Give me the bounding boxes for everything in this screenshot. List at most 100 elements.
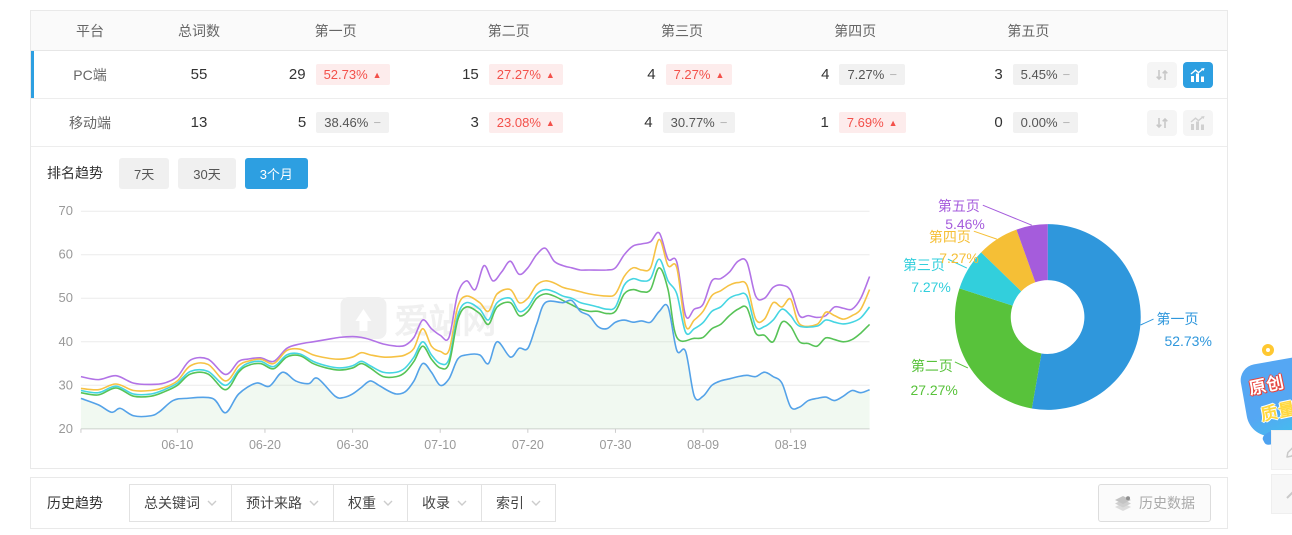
page-count: 1: [820, 114, 829, 131]
y-axis-label: 70: [59, 203, 73, 218]
trend-tab-1[interactable]: 30天: [178, 157, 236, 189]
donut-slice-第二页: [954, 288, 1041, 409]
collapse-button[interactable]: [1271, 474, 1292, 514]
history-filter-4[interactable]: 索引: [481, 484, 556, 522]
label-leader-line: [954, 361, 968, 369]
column-header-5: 第四页: [834, 22, 877, 39]
chevron-down-icon: [309, 500, 319, 506]
minus-icon: −: [889, 67, 897, 82]
page-1-cell: 5 38.46% −: [249, 112, 422, 133]
donut-label-name: 第四页: [929, 229, 971, 245]
percent-badge: 23.08% ▲: [488, 112, 563, 133]
donut-label-value: 7.27%: [911, 279, 951, 295]
trend-tab-0[interactable]: 7天: [119, 157, 170, 189]
x-axis-label: 07-20: [512, 438, 544, 452]
page-count: 15: [462, 66, 479, 83]
chevron-up-icon: [1286, 491, 1292, 499]
donut-slice-第三页: [959, 252, 1021, 306]
page-1-cell: 29 52.73% ▲: [249, 64, 422, 85]
watermark-logo-glyph: [355, 309, 372, 332]
table-row-移动端[interactable]: 移动端 13 5 38.46% − 3 23.08% ▲ 4 30.77% − 1 7.69% ▲ 0 0.0…: [31, 99, 1227, 147]
sort-icon: [1156, 69, 1168, 80]
donut-label-value: 7.27%: [939, 250, 979, 266]
history-filter-0[interactable]: 总关键词: [129, 484, 232, 522]
x-axis-label: 06-10: [161, 438, 193, 452]
charts-row: 70 60 50 40 30 20 06-10 06-20 06-30 07-10 07-20 07-…: [31, 191, 1227, 468]
donut-slice-第一页: [1031, 224, 1141, 410]
percent-badge: 7.27% ▲: [665, 64, 733, 85]
donut-slice-第五页: [1016, 224, 1048, 283]
history-filter-1[interactable]: 预计来路: [231, 484, 334, 522]
donut-label-value: 52.73%: [1164, 333, 1211, 349]
percent-badge: 38.46% −: [316, 112, 389, 133]
watermark-text: 爱站网: [394, 303, 496, 341]
y-axis-label: 50: [59, 290, 73, 305]
platform-ranking-table: 平台 总词数 第一页 第二页 第三页 第四页 第五页 PC端 55 29 52.73% ▲ 15 27.…: [30, 10, 1228, 147]
page-4-cell: 4 7.27% −: [769, 64, 942, 85]
chevron-down-icon: [457, 500, 467, 506]
page-2-cell: 15 27.27% ▲: [422, 64, 595, 85]
trend-section-label: 排名趋势: [47, 165, 103, 181]
series-line-第四页: [80, 238, 871, 392]
series-line-第一页: [80, 299, 870, 418]
page-distribution-donut-chart: 第一页52.73%第二页27.27%第三页7.27%第四页7.27%第五页5.4…: [903, 198, 1211, 410]
x-axis-label: 06-20: [249, 438, 281, 452]
trend-tab-2[interactable]: 3个月: [244, 157, 308, 189]
x-axis-label: 07-10: [424, 438, 456, 452]
total-words-cell: 55: [190, 66, 208, 83]
row-actions: [1115, 61, 1227, 88]
page-count: 4: [644, 114, 653, 131]
x-axis-label: 08-09: [687, 438, 719, 452]
chart-button[interactable]: [1182, 109, 1213, 136]
chart-icon: [1191, 67, 1206, 82]
minus-icon: −: [373, 115, 381, 130]
table-row-PC端[interactable]: PC端 55 29 52.73% ▲ 15 27.27% ▲ 4 7.27% ▲ 4 7.27% − 3 5.…: [31, 51, 1227, 99]
series-line-第三页: [80, 258, 871, 396]
sticker-text-1: 原创: [1247, 372, 1287, 399]
column-header-4: 第三页: [660, 22, 703, 39]
history-trend-bar: 历史趋势 总关键词 预计来路 权重 收录 索引 历史数据: [30, 477, 1228, 529]
trend-range-tabs: 7天 30天 3个月: [119, 157, 308, 189]
chart-button[interactable]: [1182, 61, 1213, 88]
triangle-up-icon: ▲: [372, 70, 382, 80]
x-axis-label: 08-19: [775, 438, 807, 452]
triangle-up-icon: ▲: [888, 118, 898, 128]
sort-button[interactable]: [1146, 61, 1177, 88]
platform-cell: 移动端: [69, 114, 111, 131]
trend-toolbar: 排名趋势 7天 30天 3个月: [31, 147, 1227, 191]
page-count: 29: [288, 66, 306, 83]
column-header-0: 平台: [76, 22, 104, 39]
page-2-cell: 3 23.08% ▲: [422, 112, 595, 133]
sticker-blob: 原创 质量: [1238, 353, 1292, 441]
y-axis-label: 20: [59, 421, 73, 436]
percent-badge: 52.73% ▲: [315, 64, 390, 85]
column-header-6: 第五页: [1007, 22, 1050, 39]
table-body: PC端 55 29 52.73% ▲ 15 27.27% ▲ 4 7.27% ▲ 4 7.27% −3 5.…: [31, 51, 1227, 147]
series-line-第五页: [80, 231, 871, 386]
table-header-row: 平台 总词数 第一页 第二页 第三页 第四页 第五页: [31, 11, 1227, 51]
seo-rank-dashboard: 平台 总词数 第一页 第二页 第三页 第四页 第五页 PC端 55 29 52.73% ▲ 15 27.…: [0, 10, 1292, 535]
history-data-button[interactable]: 历史数据: [1098, 484, 1211, 522]
page-3-cell: 4 30.77% −: [595, 112, 768, 133]
page-5-cell: 3 5.45% −: [942, 64, 1115, 85]
donut-label-value: 27.27%: [910, 382, 957, 398]
chart-icon: [1191, 115, 1206, 130]
label-leader-line: [982, 204, 1032, 226]
history-filter-3[interactable]: 收录: [407, 484, 482, 522]
edit-button[interactable]: [1271, 430, 1292, 470]
ring-decoration-icon: [1262, 344, 1274, 356]
sort-button[interactable]: [1146, 109, 1177, 136]
label-leader-line: [947, 258, 967, 269]
page-count: 4: [821, 66, 830, 83]
donut-label-name: 第五页: [937, 198, 979, 214]
triangle-up-icon: ▲: [545, 70, 555, 80]
label-leader-line: [973, 230, 997, 240]
chevron-down-icon: [207, 500, 217, 506]
y-axis-label: 60: [59, 247, 73, 262]
page-3-cell: 4 7.27% ▲: [595, 64, 768, 85]
history-filter-2[interactable]: 权重: [333, 484, 408, 522]
promo-sticker[interactable]: 原创 质量: [1238, 340, 1292, 441]
donut-label-name: 第二页: [911, 358, 953, 374]
x-axis-label: 06-30: [337, 438, 369, 452]
minus-icon: −: [1062, 115, 1071, 130]
